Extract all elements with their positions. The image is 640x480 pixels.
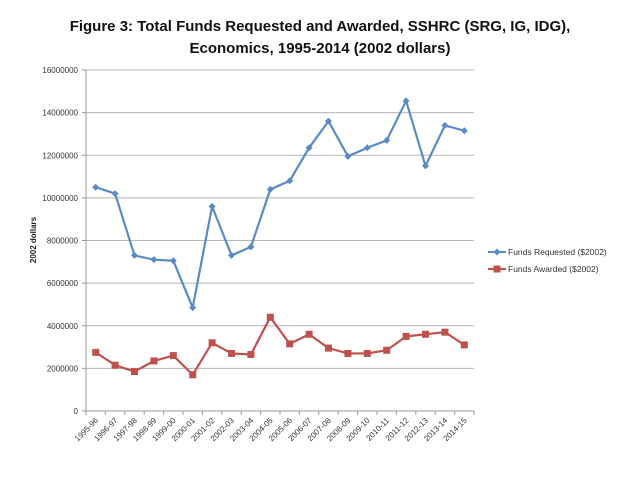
y-tick-label: 8000000 [47, 237, 79, 246]
data-point-diamond [441, 121, 449, 129]
data-point-diamond [189, 304, 197, 312]
data-point-square [305, 330, 313, 338]
data-point-diamond [150, 256, 158, 264]
legend-label: Funds Awarded ($2002) [508, 264, 599, 274]
series-line [95, 97, 465, 312]
data-point-diamond [402, 97, 410, 105]
legend-item: Funds Requested ($2002) [488, 247, 607, 257]
data-point-diamond [325, 117, 332, 125]
series-funds-requested [92, 97, 468, 312]
data-point-diamond [493, 248, 501, 256]
data-point-square [325, 344, 332, 352]
y-tick-label: 10000000 [42, 194, 78, 203]
data-point-diamond [422, 162, 429, 170]
data-point-diamond [383, 136, 391, 144]
data-point-square [363, 349, 371, 357]
legend-item: Funds Awarded ($2002) [488, 264, 599, 274]
legend: Funds Requested ($2002) Funds Awarded ($2… [488, 247, 607, 274]
y-tick-label: 12000000 [42, 151, 78, 160]
data-point-diamond [286, 177, 294, 185]
data-point-square [460, 341, 468, 349]
data-point-square [208, 339, 216, 347]
y-tick-label: 6000000 [47, 279, 79, 288]
data-point-square [131, 368, 138, 376]
data-point-diamond [344, 152, 352, 160]
data-point-square [247, 351, 255, 359]
series-group [92, 97, 468, 379]
data-point-square [189, 371, 197, 379]
data-point-diamond [169, 257, 177, 265]
data-point-diamond [305, 144, 313, 152]
chart-title: Figure 3: Total Funds Requested and Awar… [0, 16, 640, 60]
data-point-square [402, 332, 410, 340]
legend-label: Funds Requested ($2002) [508, 247, 607, 257]
series-funds-awarded [92, 313, 468, 379]
data-point-square [383, 346, 391, 354]
data-point-diamond [111, 190, 119, 198]
data-point-diamond [208, 202, 216, 210]
data-point-square [111, 361, 119, 369]
y-axis-label: 2002 dollars [29, 216, 38, 263]
chart-title-line-2: Economics, 1995-2014 (2002 dollars) [189, 40, 451, 57]
y-tick-label: 0 [74, 407, 79, 416]
data-point-square [286, 340, 294, 348]
y-tick-label: 4000000 [47, 322, 79, 331]
y-tick-label: 2000000 [47, 364, 79, 373]
data-point-square [441, 328, 449, 336]
data-point-square [150, 357, 158, 365]
data-point-square [169, 352, 177, 360]
data-point-diamond [247, 243, 255, 251]
data-point-square [266, 313, 274, 321]
gridlines [86, 69, 474, 369]
y-tick-label: 16000000 [42, 66, 78, 75]
data-point-diamond [266, 185, 274, 193]
data-point-square [422, 330, 429, 338]
data-point-square [344, 349, 352, 357]
data-point-diamond [363, 144, 371, 152]
y-axis-ticks: 0 2000000 4000000 6000000 8000000 10000000 120… [42, 66, 86, 416]
data-point-square [228, 349, 235, 357]
data-point-diamond [92, 183, 100, 191]
data-point-diamond [460, 127, 468, 135]
chart-title-line-1: Figure 3: Total Funds Requested and Awar… [69, 18, 571, 35]
data-point-diamond [131, 251, 138, 259]
data-point-square [92, 348, 100, 356]
data-point-square [493, 265, 501, 273]
data-point-diamond [228, 251, 235, 259]
y-tick-label: 14000000 [42, 109, 78, 118]
